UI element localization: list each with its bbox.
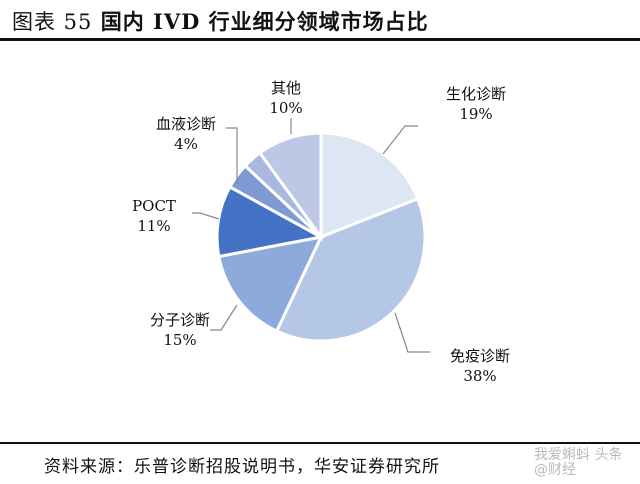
figure-label: 图表 55 [12, 10, 93, 34]
leader-line [382, 125, 418, 155]
label-biochem: 生化诊断 19% [436, 84, 516, 124]
label-poct: POCT 11% [116, 196, 192, 236]
leader-line [226, 127, 238, 184]
pie-slice [319, 131, 420, 240]
label-pct: 38% [463, 367, 497, 385]
label-name: POCT [132, 197, 176, 215]
pie-slice [274, 196, 427, 343]
label-blood: 血液诊断 4% [146, 114, 226, 154]
label-immuno: 免疫诊断 38% [440, 346, 520, 386]
leader-line [210, 304, 238, 331]
label-name: 生化诊断 [445, 85, 506, 103]
source-note: 资料来源：乐普诊断招股说明书，华安证券研究所 [44, 457, 440, 477]
label-pct: 19% [459, 105, 493, 123]
figure-title: 国内 IVD 行业细分领域市场占比 [100, 9, 429, 34]
label-molecular: 分子诊断 15% [140, 310, 220, 350]
leader-line [394, 312, 430, 353]
label-pct: 4% [174, 135, 198, 153]
leader-line [192, 212, 220, 220]
label-pct: 10% [269, 99, 303, 117]
pie-slice [257, 131, 323, 242]
top-rule [0, 38, 640, 41]
pie-slice [217, 234, 324, 334]
chart-title: 图表 55 国内 IVD 行业细分领域市场占比 [12, 6, 429, 36]
label-name: 免疫诊断 [449, 347, 510, 365]
label-name: 其他 [270, 79, 301, 97]
bottom-rule [0, 442, 640, 444]
label-other: 其他 10% [258, 78, 314, 118]
label-name: 血液诊断 [155, 115, 216, 133]
label-pct: 15% [163, 331, 197, 349]
label-pct: 11% [137, 217, 171, 235]
label-name: 分子诊断 [149, 311, 210, 329]
watermark: 我爱蝌蚪 头条 @财经 [534, 447, 623, 478]
